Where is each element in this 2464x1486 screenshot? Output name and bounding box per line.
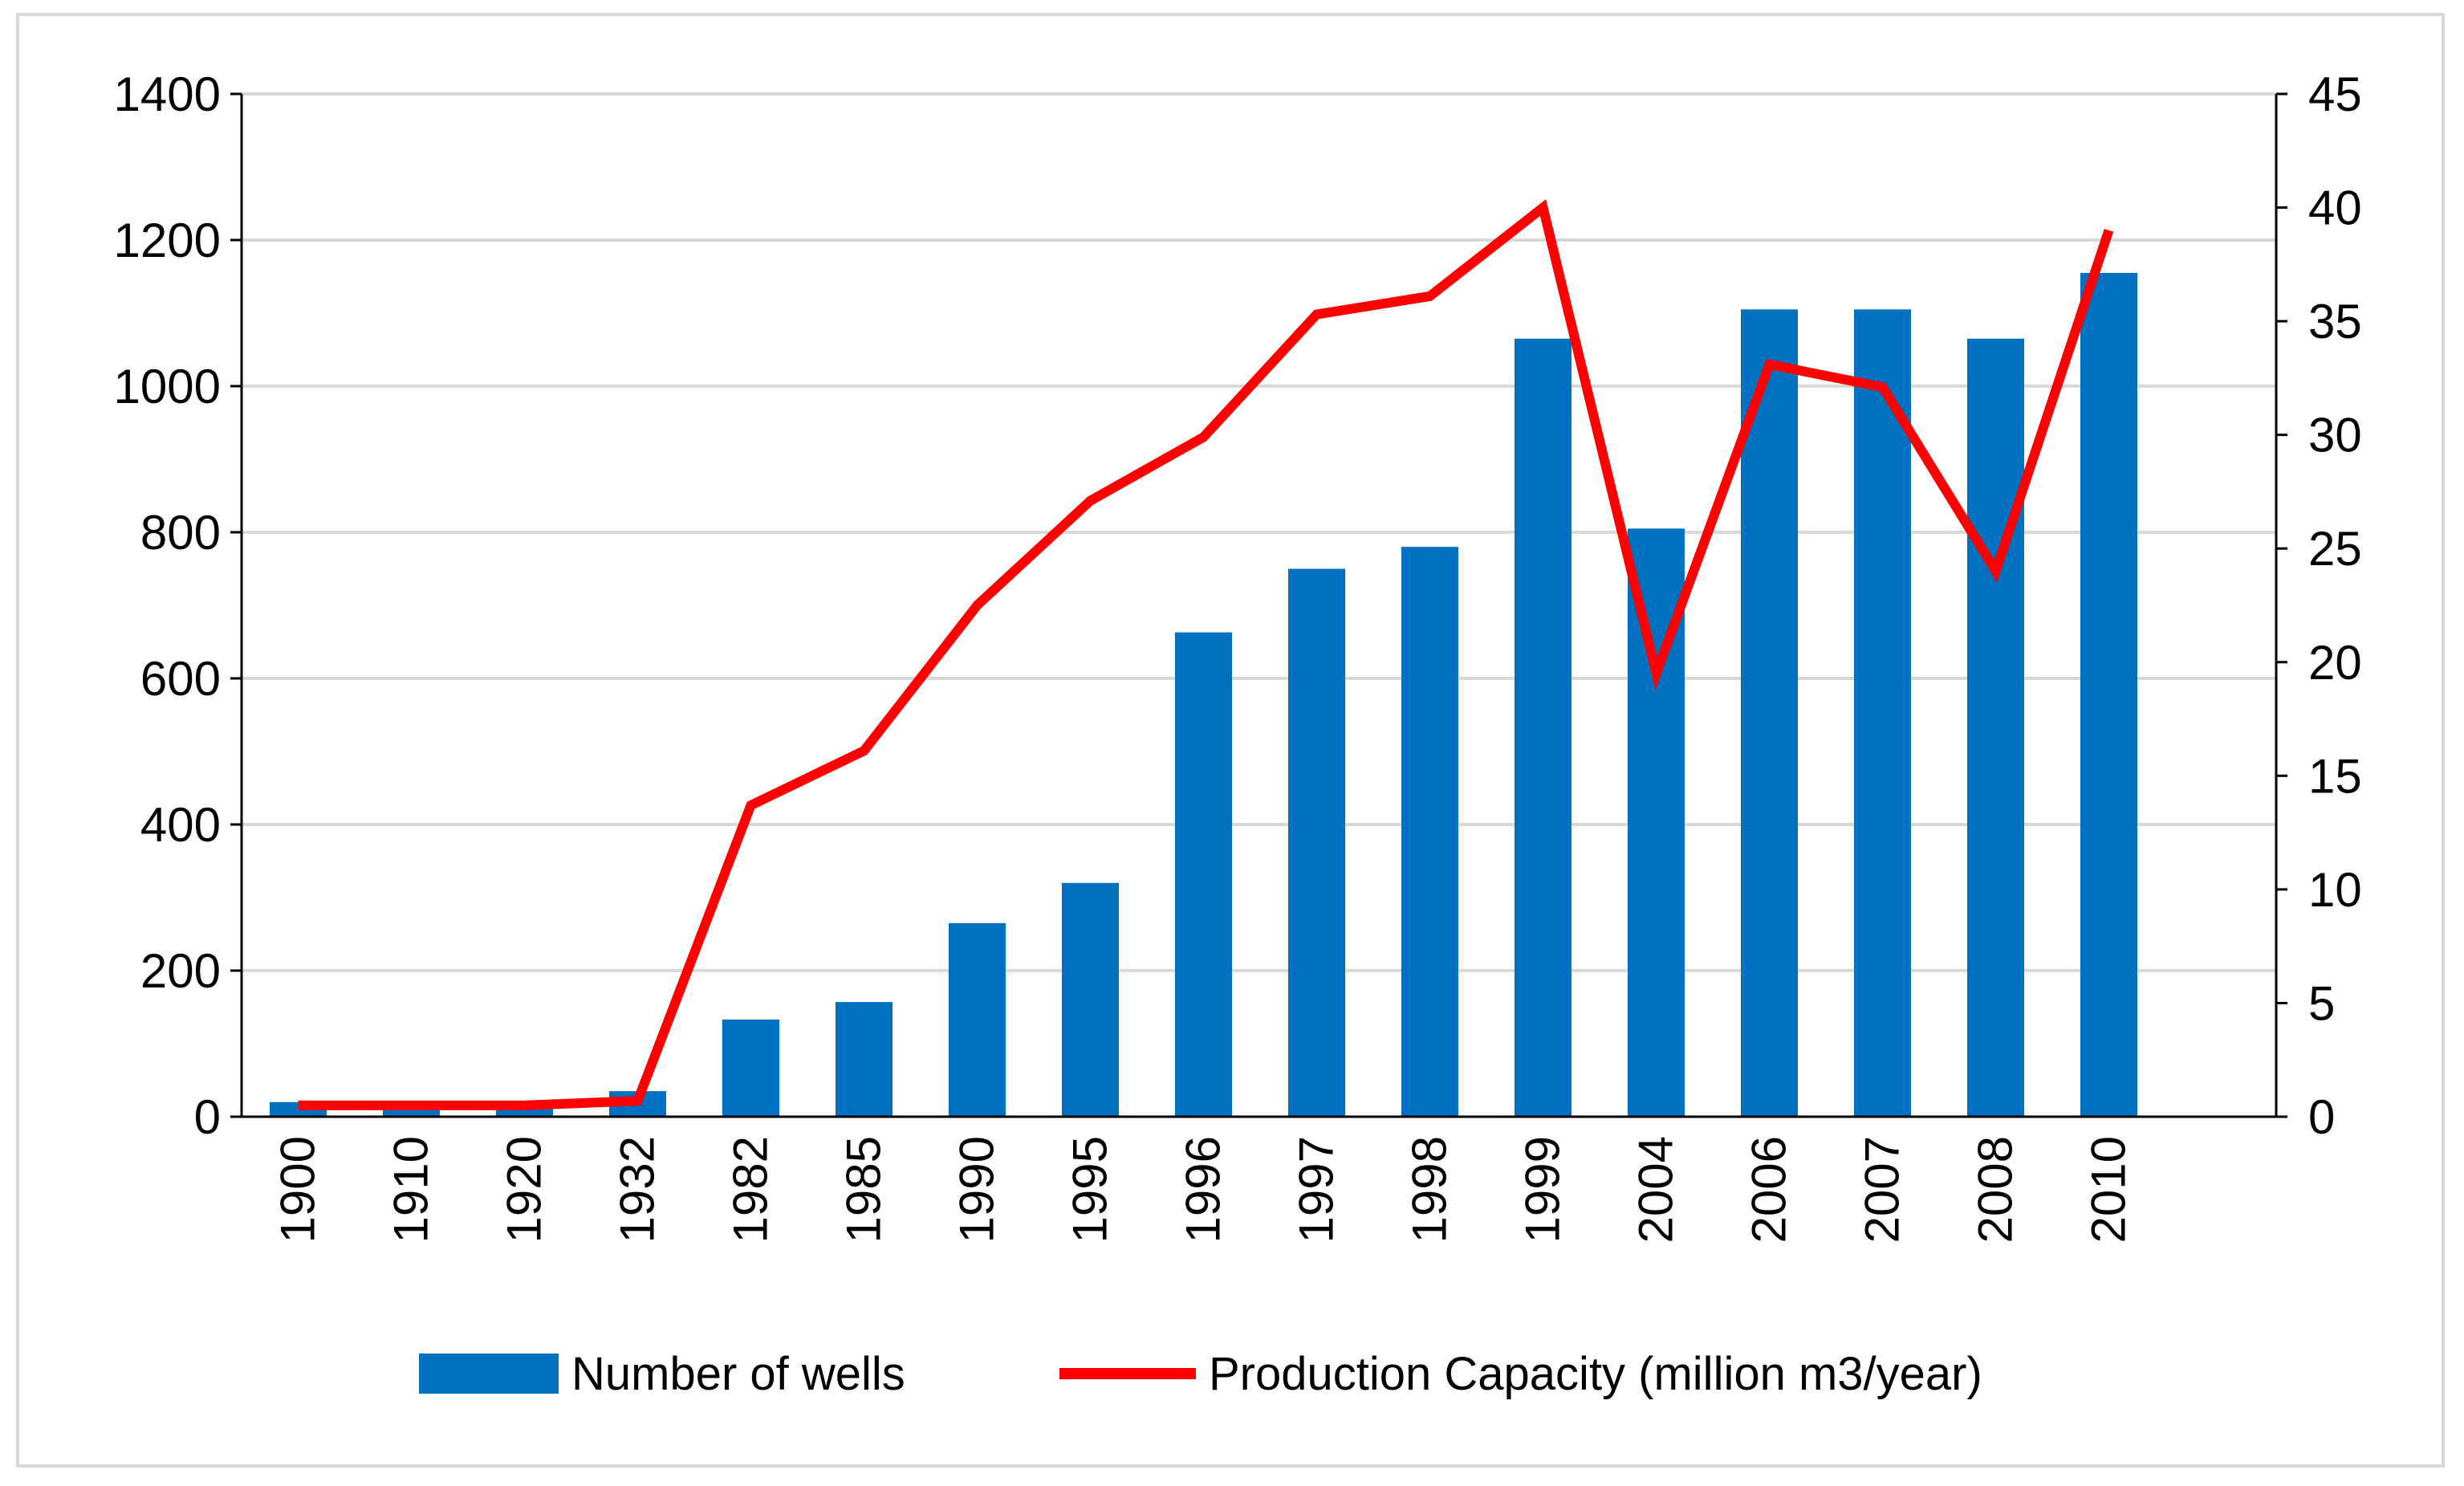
left-tick-label-1000: 1000 [114,360,221,413]
x-tick-label-1900: 1900 [271,1136,325,1243]
axes [230,92,2287,1118]
left-tick-label-1400: 1400 [114,67,221,121]
left-tick-label-1200: 1200 [114,214,221,267]
x-tick-label-1997: 1997 [1290,1136,1344,1243]
right-tick-label-5: 5 [2308,976,2335,1030]
x-tick-label-2004: 2004 [1629,1136,1683,1243]
left-tick-label-0: 0 [194,1090,221,1144]
right-tick-label-0: 0 [2308,1090,2335,1144]
right-tick-label-25: 25 [2308,522,2362,576]
x-tick-label-1985: 1985 [837,1136,891,1243]
gridlines [242,92,2276,972]
bar-2008 [1967,338,2024,1118]
right-tick-label-35: 35 [2308,295,2362,348]
line-series-production-capacity [298,199,2114,1110]
x-tick-label-1996: 1996 [1177,1136,1230,1243]
x-tick-label-1995: 1995 [1063,1136,1117,1243]
bar-series-number-of-wells [270,272,2137,1118]
bar-1999 [1515,338,1572,1118]
legend: Number of wells Production Capacity (mil… [419,1348,1982,1400]
x-tick-label-2010: 2010 [2082,1136,2136,1243]
bar-1996 [1175,632,1232,1117]
right-tick-label-20: 20 [2308,636,2362,690]
left-tick-label-800: 800 [140,506,221,560]
legend-label-production-capacity: Production Capacity (million m3/year) [1209,1348,1982,1400]
x-tick-label-2007: 2007 [1856,1136,1909,1243]
right-tick-label-15: 15 [2308,749,2362,803]
x-tick-label-2006: 2006 [1742,1136,1796,1243]
bar-2006 [1741,309,1798,1117]
bar-1990 [949,922,1006,1117]
tick-labels: 0 200 400 600 800 1000 1200 1400 0 5 10 15 20 25 30 35 4… [114,67,2362,1243]
bar-2010 [2080,272,2137,1118]
left-tick-label-600: 600 [140,652,221,706]
x-tick-label-1920: 1920 [498,1136,551,1243]
x-tick-label-1998: 1998 [1403,1136,1457,1243]
bar-2007 [1854,309,1911,1117]
x-tick-label-1990: 1990 [950,1136,1004,1243]
right-tick-label-10: 10 [2308,863,2362,917]
legend-swatch-number-of-wells [419,1354,559,1394]
right-tick-label-40: 40 [2308,181,2362,235]
x-tick-label-1999: 1999 [1516,1136,1570,1243]
x-tick-label-1910: 1910 [384,1136,438,1243]
bar-1985 [836,1002,892,1117]
legend-label-number-of-wells: Number of wells [571,1348,905,1400]
bar-1982 [722,1019,779,1117]
x-tick-label-1932: 1932 [611,1136,665,1243]
bar-1998 [1401,547,1458,1117]
right-tick-label-45: 45 [2308,67,2362,121]
left-tick-label-200: 200 [140,944,221,998]
x-tick-label-2008: 2008 [1969,1136,2023,1243]
left-tick-label-400: 400 [140,798,221,852]
right-tick-label-30: 30 [2308,409,2362,462]
bar-1997 [1288,568,1345,1117]
bar-1995 [1062,882,1119,1117]
x-tick-label-1982: 1982 [724,1136,778,1243]
